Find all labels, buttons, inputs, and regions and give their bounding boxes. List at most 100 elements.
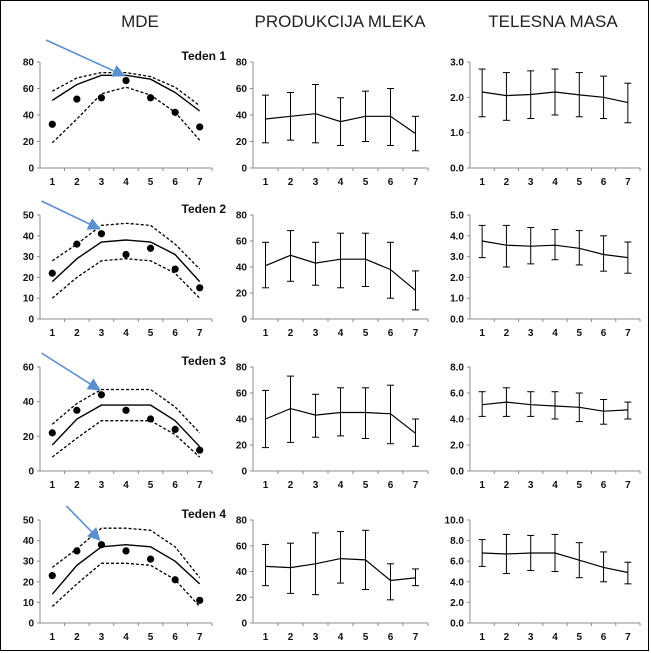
data-point [146, 94, 155, 102]
y-tick-label: 3.0 [450, 252, 464, 263]
x-tick-label: 5 [577, 177, 583, 188]
y-tick-label: 50 [23, 211, 35, 222]
x-tick-label: 7 [413, 632, 419, 643]
chart-mde-w3: 0 20 40 60 1 2 3 4 5 6 7 Teden 3 [23, 352, 227, 491]
x-tick-label: 7 [197, 632, 203, 643]
x-tick-label: 7 [197, 328, 203, 339]
y-tick-label: 10 [23, 598, 35, 609]
data-point [48, 429, 56, 437]
data-point [196, 596, 204, 604]
x-tick-label: 6 [172, 480, 178, 491]
y-tick-label: 0.0 [450, 619, 464, 630]
y-tick-label: 30 [23, 557, 35, 568]
y-tick-label: 40 [236, 415, 248, 426]
y-tick-label: 8.0 [450, 363, 464, 374]
y-tick-label: 20 [23, 273, 35, 284]
x-tick-label: 5 [577, 328, 583, 339]
y-tick-label: 40 [23, 111, 35, 122]
column-title-mde: MDE [121, 12, 159, 31]
data-point [73, 240, 81, 248]
x-tick-label: 2 [504, 480, 510, 491]
y-tick-label: 10 [23, 294, 35, 305]
x-tick-label: 4 [123, 328, 129, 339]
data-point [48, 269, 56, 277]
x-tick-label: 2 [74, 632, 80, 643]
y-tick-label: 50 [23, 516, 35, 527]
x-tick-label: 3 [528, 328, 534, 339]
x-tick-label: 4 [338, 632, 344, 643]
data-point [196, 123, 204, 131]
lower-bound-line [51, 258, 201, 299]
x-tick-label: 1 [263, 328, 269, 339]
y-tick-label: 0 [28, 164, 34, 175]
data-point [73, 95, 81, 103]
x-tick-label: 6 [601, 632, 607, 643]
column-title-milk: PRODUKCIJA MLEKA [255, 12, 427, 31]
chart-mass-w2: 0.0 1.0 2.0 3.0 4.0 5.0 1 2 3 4 5 6 7 [450, 211, 641, 339]
x-tick-label: 6 [172, 177, 178, 188]
y-tick-label: 60 [23, 363, 35, 374]
x-tick-label: 2 [288, 480, 294, 491]
week-label: Teden 1 [182, 49, 227, 63]
x-tick-label: 1 [479, 480, 485, 491]
x-tick-label: 2 [74, 177, 80, 188]
data-point [122, 547, 130, 555]
data-point [146, 555, 155, 563]
x-tick-label: 3 [99, 177, 105, 188]
mean-line [51, 543, 201, 595]
x-tick-label: 4 [338, 328, 344, 339]
x-tick-label: 5 [363, 177, 369, 188]
week-label: Teden 3 [182, 354, 227, 368]
x-tick-label: 5 [148, 632, 154, 643]
y-tick-label: 60 [23, 84, 35, 95]
data-point [48, 120, 56, 128]
highlight-arrow [41, 352, 101, 391]
data-point [171, 425, 179, 433]
y-tick-label: 60 [236, 237, 248, 248]
data-point [122, 76, 130, 85]
x-tick-label: 3 [313, 632, 319, 643]
data-point [171, 576, 179, 584]
y-tick-label: 0.0 [450, 164, 464, 175]
x-tick-label: 7 [625, 328, 631, 339]
upper-bound-line [51, 388, 201, 434]
x-tick-label: 7 [413, 480, 419, 491]
y-tick-label: 40 [23, 536, 35, 547]
y-tick-label: 40 [236, 263, 248, 274]
x-tick-label: 7 [413, 177, 419, 188]
week-label: Teden 4 [182, 507, 227, 521]
chart-milk-w3: 0 20 40 60 80 1 2 3 4 5 6 7 [236, 363, 429, 491]
data-point [171, 265, 179, 273]
data-point [97, 94, 106, 102]
x-tick-label: 4 [552, 328, 558, 339]
x-tick-label: 6 [172, 328, 178, 339]
y-tick-label: 80 [236, 516, 248, 527]
x-tick-label: 5 [577, 632, 583, 643]
x-tick-label: 6 [388, 480, 394, 491]
chart-milk-w4: 0 20 40 60 80 1 2 3 4 5 6 7 [236, 516, 429, 643]
x-tick-label: 1 [50, 328, 56, 339]
data-point [171, 108, 179, 116]
y-tick-label: 60 [236, 389, 248, 400]
x-tick-label: 1 [479, 632, 485, 643]
y-tick-label: 6.0 [450, 389, 464, 400]
x-tick-label: 4 [123, 480, 129, 491]
x-tick-label: 4 [552, 480, 558, 491]
x-tick-label: 5 [148, 177, 154, 188]
y-tick-label: 10.0 [445, 516, 465, 527]
data-point [196, 446, 204, 454]
y-tick-label: 80 [236, 363, 248, 374]
y-tick-label: 8.0 [450, 536, 464, 547]
y-tick-label: 3.0 [450, 58, 464, 69]
x-tick-label: 2 [504, 177, 510, 188]
y-tick-label: 0 [28, 467, 34, 478]
chart-mass-w4: 0.0 2.0 4.0 6.0 8.0 10.0 1 2 3 4 5 6 7 [445, 516, 641, 643]
data-point [73, 406, 81, 414]
x-tick-label: 3 [528, 177, 534, 188]
y-tick-label: 20 [236, 289, 248, 300]
data-point [73, 547, 81, 555]
y-tick-label: 0 [241, 619, 247, 630]
y-tick-label: 40 [23, 397, 35, 408]
